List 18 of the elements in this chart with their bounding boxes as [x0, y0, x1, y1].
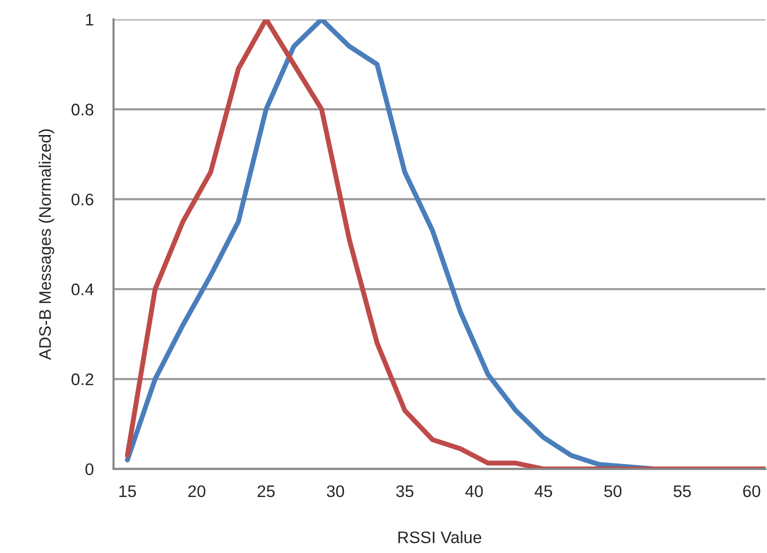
x-tick-label: 35 — [396, 485, 414, 498]
x-axis-title: RSSI Value — [398, 531, 482, 544]
y-tick-label: 0 — [85, 463, 94, 476]
y-tick-label: 0.6 — [72, 194, 94, 206]
x-tick-label: 40 — [465, 485, 483, 498]
y-axis-title: ADS-B Messages (Normalized) — [38, 129, 54, 360]
x-tick-label: 60 — [743, 485, 760, 498]
x-tick-label: 25 — [258, 485, 275, 498]
x-tick-label: 45 — [534, 486, 552, 498]
x-tick-label: 15 — [119, 486, 136, 498]
y-tick-label: 0.4 — [72, 284, 94, 296]
y-tick-label: 1 — [86, 14, 94, 26]
x-tick-label: 30 — [326, 485, 344, 498]
x-tick-label: 20 — [188, 485, 206, 498]
y-tick-label: 0.8 — [72, 104, 94, 116]
x-tick-label: 55 — [674, 486, 691, 498]
x-tick-label: 50 — [604, 485, 622, 498]
y-tick-label: 0.2 — [72, 373, 94, 386]
